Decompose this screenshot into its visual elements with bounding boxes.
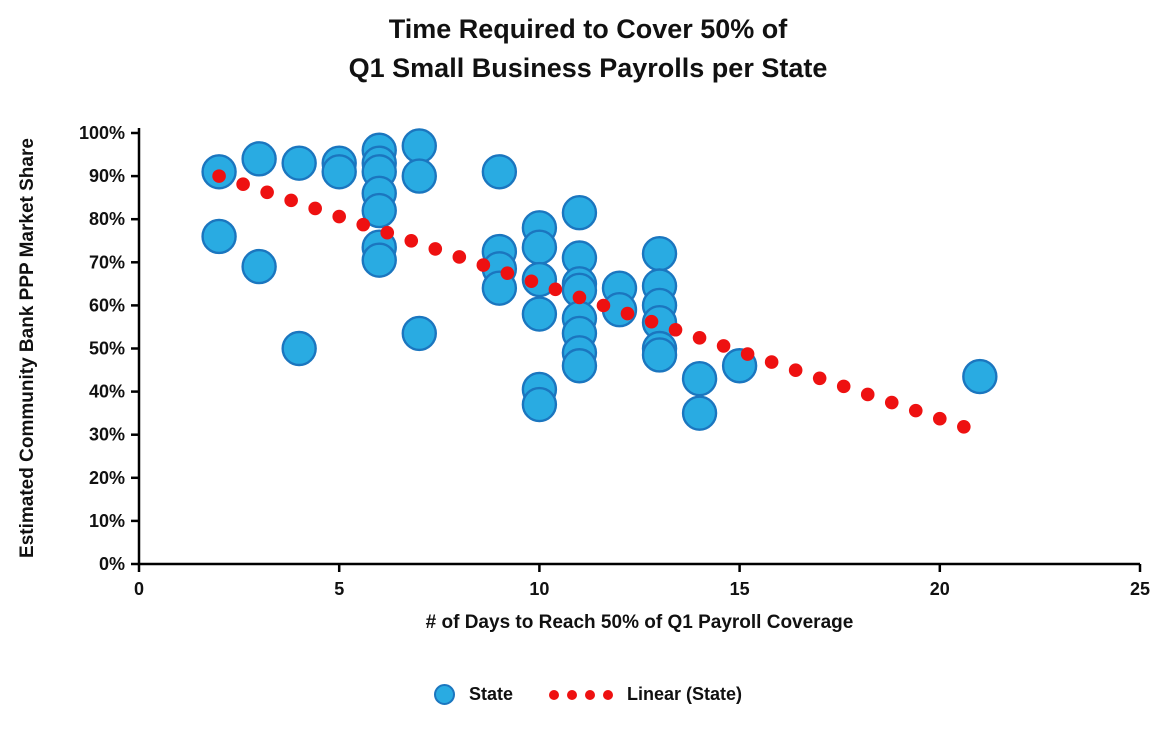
legend-item-linear: Linear (State) xyxy=(548,684,743,705)
trendline-dot xyxy=(404,234,419,248)
chart-title: Time Required to Cover 50% of Q1 Small B… xyxy=(0,10,1176,88)
scatter-point xyxy=(321,154,357,190)
scatter-point xyxy=(681,360,718,397)
scatter-point xyxy=(401,128,437,164)
scatter-point xyxy=(401,158,437,194)
state-marker-icon xyxy=(433,684,455,705)
y-tick-label: 100% xyxy=(79,123,125,143)
trendline-dot xyxy=(788,363,803,377)
scatter-point xyxy=(561,348,598,384)
trendline-dot xyxy=(764,355,779,369)
legend: State Linear (State) xyxy=(0,684,1176,705)
scatter-point xyxy=(641,337,678,373)
x-tick-label: 25 xyxy=(1130,579,1150,599)
trendline-dot xyxy=(524,274,539,289)
trendline-dot xyxy=(740,347,755,361)
scatter-point xyxy=(361,192,397,229)
scatter-point xyxy=(521,386,558,423)
trendline-dot xyxy=(620,306,635,321)
legend-label-linear: Linear (State) xyxy=(626,684,743,704)
trendline-dot xyxy=(812,371,827,386)
trendline-dot xyxy=(212,169,226,183)
trendline-dot xyxy=(668,322,683,337)
trendline-dot xyxy=(860,387,875,402)
y-tick-label: 80% xyxy=(89,209,125,229)
y-tick-label: 90% xyxy=(89,166,125,186)
y-tick-label: 0% xyxy=(99,554,125,574)
scatter-point xyxy=(281,330,317,367)
trendline-dot xyxy=(884,395,899,410)
trendline-dot xyxy=(332,209,347,224)
trendline-dot xyxy=(452,250,467,264)
trendline-dot xyxy=(548,282,563,297)
trendline-dot xyxy=(356,217,371,232)
y-tick-label: 20% xyxy=(89,468,125,488)
y-tick-label: 50% xyxy=(89,339,125,359)
trendline-dot xyxy=(284,193,298,208)
trendline-dot xyxy=(428,242,443,256)
scatter-point xyxy=(521,229,558,265)
scatter-point xyxy=(281,145,317,181)
chart-title-line2: Q1 Small Business Payrolls per State xyxy=(348,53,828,83)
y-tick-label: 40% xyxy=(89,382,125,402)
y-tick-label: 10% xyxy=(89,511,125,531)
trendline-dot xyxy=(716,339,731,353)
trendline-dot xyxy=(836,379,851,394)
scatter-point xyxy=(561,195,598,231)
legend-item-state: State xyxy=(433,684,513,705)
x-tick-label: 0 xyxy=(134,579,144,599)
y-tick-label: 60% xyxy=(89,295,125,315)
scatter-point xyxy=(401,315,437,352)
y-tick-label: 30% xyxy=(89,425,125,445)
trendline-dot xyxy=(933,411,947,426)
scatter-point xyxy=(962,358,998,395)
trendline-dot xyxy=(308,201,322,216)
x-axis-title: # of Days to Reach 50% of Q1 Payroll Cov… xyxy=(425,612,854,633)
chart-title-line1: Time Required to Cover 50% of xyxy=(388,14,788,44)
scatter-point xyxy=(201,218,237,255)
x-tick-label: 20 xyxy=(930,579,950,599)
linear-marker-icon xyxy=(548,689,613,700)
scatter-point xyxy=(521,296,558,332)
x-tick-label: 5 xyxy=(334,579,344,599)
scatter-point xyxy=(241,248,277,285)
trendline-dot xyxy=(692,331,707,345)
trendline-dot xyxy=(380,225,395,240)
plot-area: 0% 10% 20% 30% 40% 50% 60% 70% 80% 90% 100% 0 5 10 15 2… xyxy=(79,123,1150,599)
trendline-dot xyxy=(957,419,971,434)
trendline-dot xyxy=(236,177,250,192)
y-tick-label: 70% xyxy=(89,252,125,272)
scatter-point xyxy=(241,141,277,177)
trendline-dot xyxy=(644,314,659,329)
trendline-dot xyxy=(572,290,587,305)
scatter-point xyxy=(681,395,718,431)
trendline-dot xyxy=(500,266,515,280)
x-tick-label: 15 xyxy=(730,579,750,599)
x-tick-label: 10 xyxy=(529,579,549,599)
trendline-dot xyxy=(260,185,274,200)
scatter-point xyxy=(361,242,397,278)
trendline-dot xyxy=(908,403,923,418)
scatter-point xyxy=(641,235,678,272)
trendline-dot xyxy=(596,298,611,313)
trendline-dot xyxy=(476,258,491,272)
legend-label-state: State xyxy=(468,684,513,704)
scatter-point xyxy=(481,154,518,190)
